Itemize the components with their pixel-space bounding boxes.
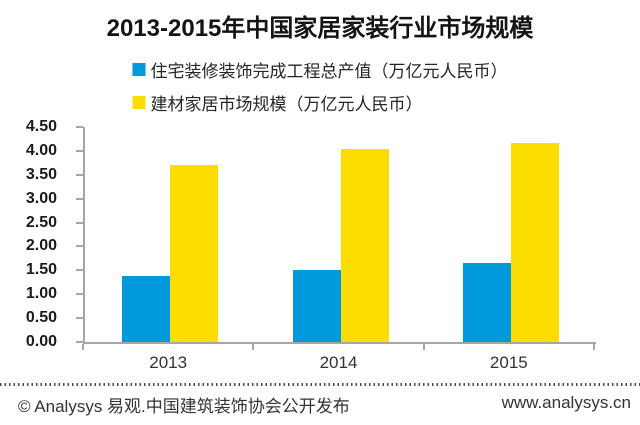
y-axis-tick-label: 3.00	[25, 189, 57, 207]
y-axis-tick-mark	[76, 149, 83, 152]
x-axis-tick-mark	[252, 344, 255, 350]
y-axis-tick-label: 4.50	[25, 118, 57, 135]
footer-dotted-divider	[0, 383, 640, 386]
legend-item-residential-output: 住宅装修装饰完成工程总产值（万亿元人民币）	[132, 57, 508, 82]
y-axis-tick-mark	[76, 197, 83, 200]
y-axis-tick-label: 2.50	[25, 213, 57, 231]
y-axis-tick-label: 0.00	[25, 333, 57, 350]
y-axis-tick-label: 2.00	[25, 237, 57, 255]
x-axis-tick-mark	[82, 344, 84, 350]
bar-2013-series-1	[170, 165, 218, 342]
y-axis-tick-label: 0.50	[25, 309, 57, 327]
x-axis-tick-mark	[422, 344, 425, 350]
x-axis-tick-mark	[593, 344, 595, 350]
y-axis-tick-mark	[76, 269, 83, 272]
x-axis-category-label: 2014	[319, 353, 358, 372]
y-axis-tick-mark	[76, 245, 83, 248]
y-axis-tick-label: 1.50	[25, 261, 57, 279]
chart-title: 2013-2015年中国家居家装行业市场规模	[106, 15, 534, 42]
x-axis-category-label: 2015	[489, 353, 528, 372]
legend-swatch-yellow	[132, 96, 146, 109]
bar-2013-series-0	[122, 276, 170, 342]
y-axis-tick-mark	[76, 126, 83, 128]
y-axis-tick-mark	[76, 317, 83, 320]
footer-attribution: © Analysys 易观.中国建筑装饰协会公开发布	[18, 397, 350, 416]
x-axis-category-label: 2013	[149, 353, 188, 372]
legend-label-building-materials: 建材家居市场规模（万亿元人民币）	[150, 95, 423, 114]
y-axis-tick-mark	[76, 221, 83, 224]
bar-2015-series-1	[511, 143, 559, 342]
legend-swatch-blue	[132, 63, 146, 76]
bar-2015-series-0	[463, 263, 511, 342]
y-axis-tick-mark	[76, 293, 83, 296]
chart-legend: 住宅装修装饰完成工程总产值（万亿元人民币） 建材家居市场规模（万亿元人民币）	[132, 57, 508, 115]
legend-item-building-materials: 建材家居市场规模（万亿元人民币）	[132, 90, 508, 115]
legend-label-residential-output: 住宅装修装饰完成工程总产值（万亿元人民币）	[150, 62, 508, 81]
footer-website-link[interactable]: www.analysys.cn	[501, 393, 631, 412]
y-axis-tick-label: 1.00	[25, 285, 57, 303]
bar-2014-series-0	[293, 270, 341, 342]
plot-area	[83, 127, 596, 344]
y-axis-tick-mark	[76, 173, 83, 176]
y-axis-tick-label: 3.50	[25, 165, 57, 183]
bar-2014-series-1	[341, 149, 389, 342]
y-axis-tick-mark	[76, 341, 83, 343]
y-axis-tick-label: 4.00	[25, 141, 57, 159]
